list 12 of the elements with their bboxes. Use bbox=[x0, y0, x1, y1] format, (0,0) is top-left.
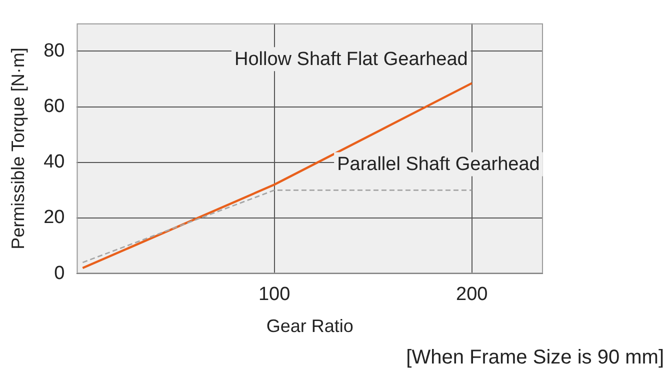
series-label: Parallel Shaft Gearhead bbox=[337, 154, 540, 175]
y-axis-title: Permissible Torque [N·m] bbox=[8, 48, 28, 250]
y-tick-label: 40 bbox=[44, 152, 65, 173]
x-tick-label: 200 bbox=[456, 284, 488, 306]
y-tick-label: 0 bbox=[54, 262, 65, 284]
text: [When Frame Size is 90 mm] bbox=[406, 346, 664, 369]
x-tick-label: 100 bbox=[258, 284, 290, 306]
y-tick-label: 80 bbox=[44, 40, 65, 62]
x-axis-title: Gear Ratio bbox=[266, 316, 354, 336]
series-label: Hollow Shaft Flat Gearhead bbox=[234, 48, 468, 70]
y-tick-label: 60 bbox=[44, 96, 65, 118]
y-tick-label: 20 bbox=[44, 207, 65, 228]
